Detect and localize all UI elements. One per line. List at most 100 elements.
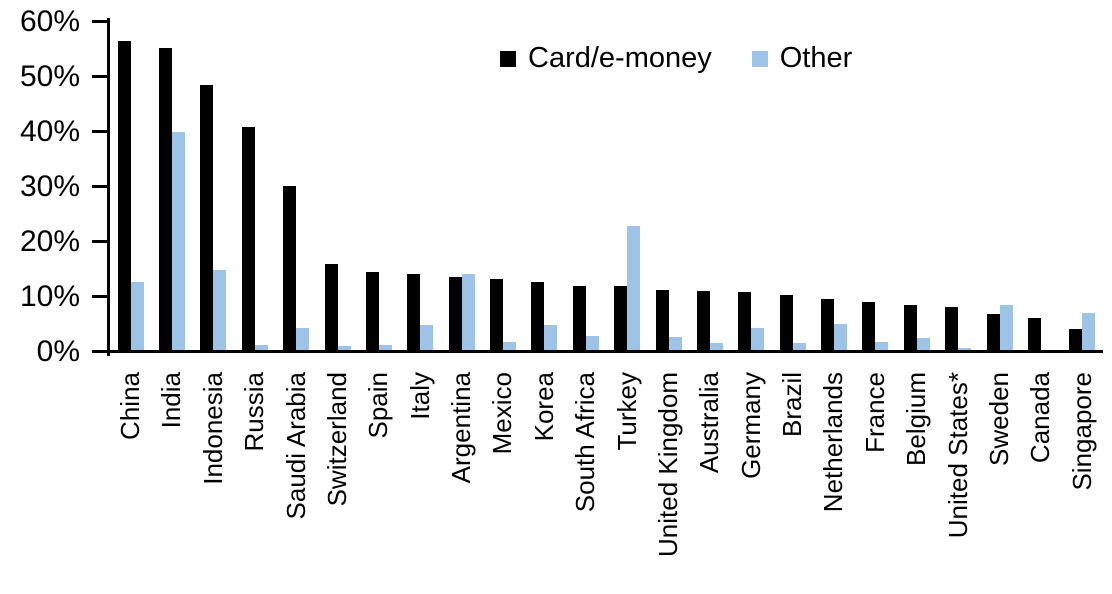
legend-label-card-e-money: Card/e-money	[528, 42, 712, 74]
bar-card-e-money	[1069, 328, 1083, 350]
bar-card-e-money	[614, 286, 628, 350]
category-label: Australia	[694, 372, 725, 474]
category-label-cell: Germany	[731, 372, 772, 592]
bar-card-e-money	[407, 273, 421, 350]
category-label-cell: Belgium	[896, 372, 937, 592]
bar-other	[254, 344, 268, 350]
category-label: Canada	[1025, 372, 1056, 464]
category-label-cell: Canada	[1020, 372, 1061, 592]
y-axis-tick-label: 60%	[19, 5, 80, 38]
y-axis-tick-label: 20%	[19, 225, 80, 258]
category-group	[110, 20, 151, 350]
category-label-cell: Argentina	[441, 372, 482, 592]
category-label: Italy	[404, 372, 435, 420]
bar-other	[296, 328, 310, 350]
bar-other	[172, 131, 186, 350]
category-label-cell: Brazil	[772, 372, 813, 592]
bar-other	[627, 226, 641, 350]
category-group	[648, 20, 689, 350]
category-group	[565, 20, 606, 350]
category-label-cell: Switzerland	[317, 372, 358, 592]
category-label-cell: Sweden	[979, 372, 1020, 592]
bar-card-e-money	[490, 279, 504, 350]
category-label-cell: China	[110, 372, 151, 592]
legend-item-other: Other	[751, 42, 852, 75]
category-group	[317, 20, 358, 350]
category-label: India	[156, 372, 187, 429]
category-group	[1020, 20, 1061, 350]
plot-area	[110, 20, 1103, 350]
category-label: Switzerland	[321, 372, 352, 507]
category-label: Indonesia	[197, 372, 228, 485]
bar-other	[544, 324, 558, 350]
category-group	[813, 20, 854, 350]
category-label: Mexico	[487, 372, 518, 455]
category-label: Spain	[363, 372, 394, 439]
category-group	[689, 20, 730, 350]
category-label: Sweden	[983, 372, 1014, 466]
category-label-cell: Netherlands	[813, 372, 854, 592]
bar-other	[130, 281, 144, 350]
category-label: United States*	[942, 372, 973, 539]
bar-card-e-money	[862, 302, 876, 350]
category-label-cell: Russia	[234, 372, 275, 592]
bar-other	[999, 304, 1013, 350]
bar-card-e-money	[200, 84, 214, 350]
category-label: Korea	[528, 372, 559, 442]
category-label: United Kingdom	[652, 372, 683, 557]
category-label-cell: France	[855, 372, 896, 592]
category-label-cell: Saudi Arabia	[276, 372, 317, 592]
y-axis-tick-label: 50%	[19, 60, 80, 93]
category-label: Russia	[239, 372, 270, 452]
y-axis-tick-label: 30%	[19, 170, 80, 203]
y-axis-tick	[92, 20, 107, 23]
bar-other	[585, 336, 599, 350]
category-group	[731, 20, 772, 350]
bar-other	[378, 344, 392, 350]
category-group	[358, 20, 399, 350]
bar-other	[792, 343, 806, 350]
category-group	[896, 20, 937, 350]
category-group	[482, 20, 523, 350]
bar-card-e-money	[448, 276, 462, 350]
y-axis-tick-label: 10%	[19, 280, 80, 313]
bar-card-e-money	[324, 264, 338, 350]
category-label: Saudi Arabia	[280, 372, 311, 520]
y-axis-tick	[92, 130, 107, 133]
category-label: South Africa	[570, 372, 601, 513]
bar-other	[875, 341, 889, 350]
category-group	[938, 20, 979, 350]
category-label: Germany	[735, 372, 766, 479]
bar-card-e-money	[241, 127, 255, 350]
bar-card-e-money	[821, 298, 835, 350]
y-axis-tick	[92, 350, 107, 353]
bar-other	[834, 323, 848, 350]
category-label-cell: Spain	[358, 372, 399, 592]
card-e-money-swatch-icon	[500, 50, 516, 67]
category-group	[151, 20, 192, 350]
category-label: Belgium	[901, 372, 932, 466]
category-label: Singapore	[1066, 372, 1097, 491]
bar-other	[503, 342, 517, 350]
bar-card-e-money	[655, 289, 669, 350]
bar-other	[751, 328, 765, 350]
category-group	[979, 20, 1020, 350]
category-group	[400, 20, 441, 350]
bar-other	[916, 337, 930, 350]
y-axis-tick	[92, 295, 107, 298]
bar-other	[1082, 312, 1096, 350]
category-group	[441, 20, 482, 350]
category-label: France	[859, 372, 890, 453]
category-label-cell: Singapore	[1062, 372, 1103, 592]
y-axis-tick	[92, 240, 107, 243]
y-axis-tick-label: 40%	[19, 115, 80, 148]
bar-card-e-money	[159, 47, 173, 350]
bar-card-e-money	[779, 295, 793, 350]
category-group	[772, 20, 813, 350]
category-label: Netherlands	[818, 372, 849, 513]
category-label-cell: Indonesia	[193, 372, 234, 592]
bar-other	[213, 269, 227, 350]
bar-card-e-money	[945, 306, 959, 350]
category-label-cell: Korea	[524, 372, 565, 592]
bar-other	[958, 347, 972, 350]
